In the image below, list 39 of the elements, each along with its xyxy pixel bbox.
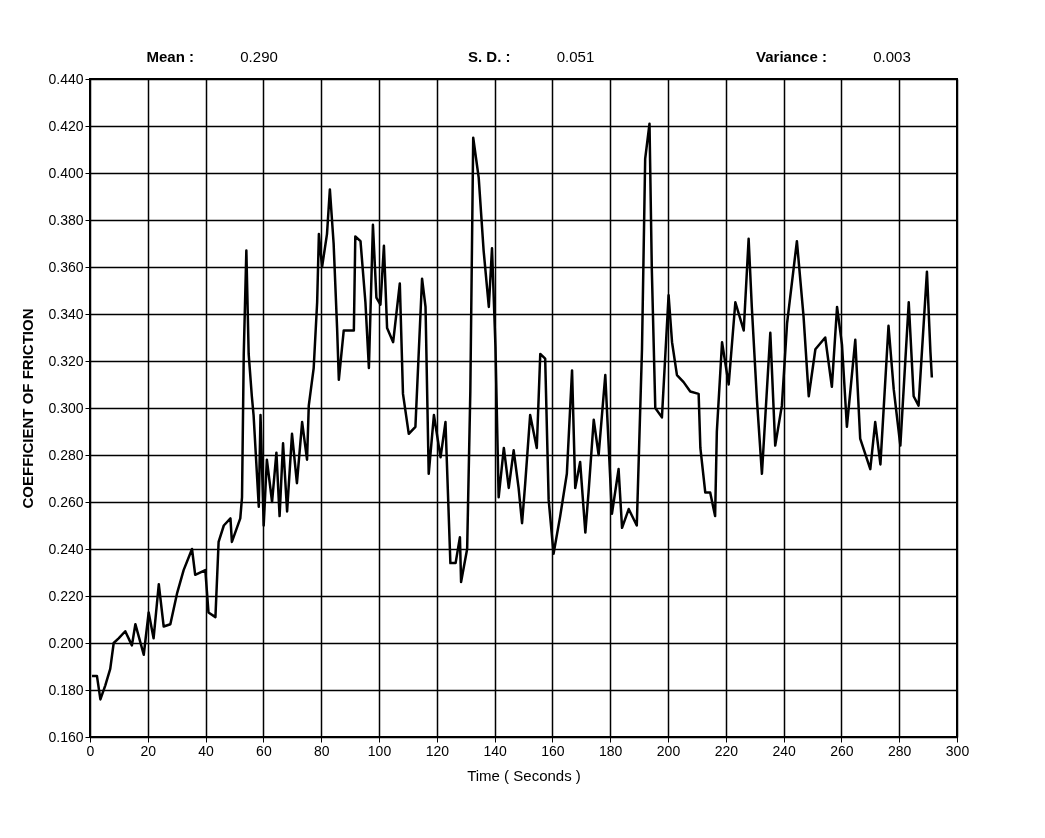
text: 0.003	[873, 48, 911, 65]
x-tick-label: 260	[830, 742, 854, 759]
y-tick-label: 0.360	[48, 258, 84, 275]
y-tick-label: 0.380	[48, 211, 84, 228]
x-tick-label: 80	[313, 742, 330, 759]
text: Mean :	[146, 48, 195, 65]
x-tick-label: 280	[888, 742, 912, 759]
x-tick-label: 140	[483, 742, 507, 759]
y-tick-label: 0.260	[48, 493, 84, 510]
y-tick-label: 0.180	[48, 681, 84, 698]
text: 0.290	[240, 48, 278, 65]
x-tick-label: 160	[541, 742, 565, 759]
text: 0.051	[556, 48, 595, 65]
x-tick-label: 300	[945, 742, 970, 759]
y-tick-label: 0.340	[48, 305, 84, 322]
y-tick-label: 0.400	[48, 164, 84, 181]
y-tick-label: 0.300	[48, 399, 84, 416]
x-tick-label: 40	[198, 742, 215, 759]
x-tick-label: 180	[599, 742, 623, 759]
y-tick-label: 0.280	[48, 446, 84, 463]
y-axis-title: COEFFICIENT OF FRICTION	[19, 308, 37, 509]
text: Variance :	[756, 48, 827, 65]
x-tick-label: 200	[656, 742, 681, 759]
x-tick-label: 0	[86, 742, 95, 759]
x-axis-title: Time ( Seconds )	[467, 766, 581, 784]
y-tick-label: 0.320	[48, 352, 84, 369]
y-tick-label: 0.440	[48, 70, 84, 87]
x-tick-label: 240	[772, 742, 796, 759]
text: S. D. :	[467, 48, 511, 65]
x-tick-label: 20	[140, 742, 157, 759]
x-tick-label: 60	[256, 742, 272, 759]
y-tick-label: 0.160	[48, 728, 84, 745]
y-tick-label: 0.240	[48, 540, 84, 557]
y-tick-label: 0.220	[48, 587, 84, 604]
y-tick-label: 0.420	[48, 117, 84, 134]
x-tick-label: 220	[714, 742, 739, 759]
y-tick-label: 0.200	[48, 634, 84, 651]
x-tick-label: 120	[425, 742, 450, 759]
x-tick-label: 100	[367, 742, 392, 759]
